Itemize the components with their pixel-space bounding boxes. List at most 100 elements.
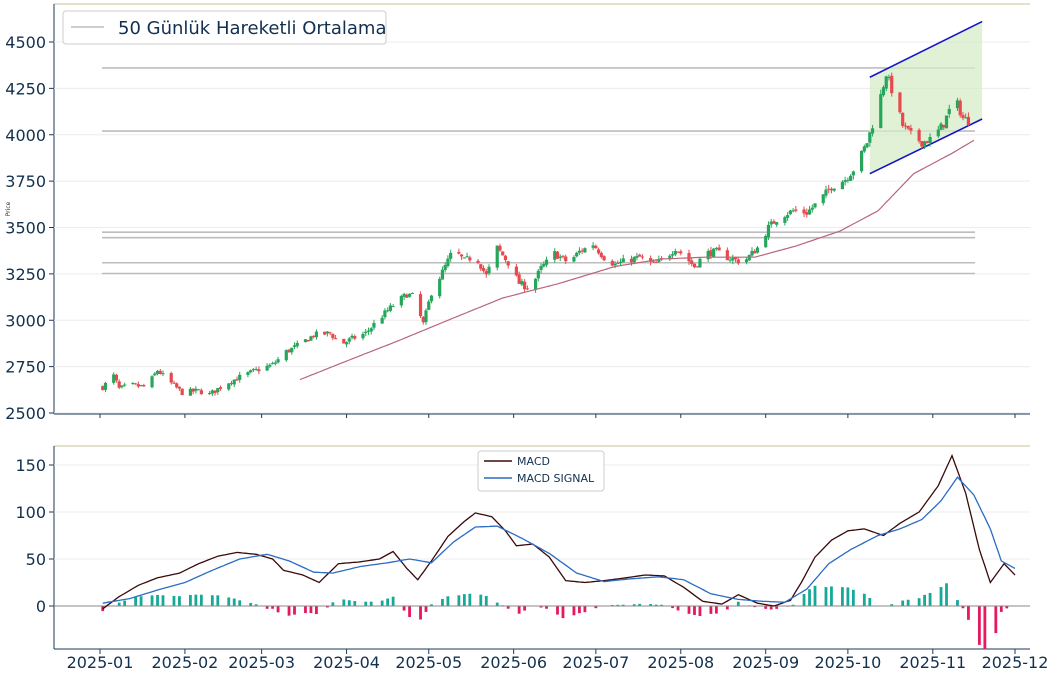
candle-body [572, 257, 576, 262]
candle-body [555, 251, 560, 259]
candle-body [843, 180, 847, 183]
candle-body [961, 114, 965, 118]
candle-body [851, 171, 855, 176]
candle-body [388, 305, 392, 311]
macd-histogram-bar [846, 587, 850, 606]
candle-body [333, 338, 338, 340]
candle-body [199, 390, 203, 395]
macd-histogram-bar [583, 606, 587, 613]
candle-body [101, 386, 105, 390]
macd-histogram-bar [961, 606, 965, 609]
candle-body [476, 260, 480, 264]
macd-histogram-bar [446, 596, 450, 606]
macd-histogram-bar [369, 601, 373, 606]
x-tick-label: 2025-07 [562, 653, 629, 672]
candle-body [457, 251, 461, 254]
macd-histogram-bar [342, 599, 346, 606]
macd-histogram-bar [304, 606, 307, 614]
x-tick-label: 2025-02 [151, 653, 218, 672]
candle-body [290, 347, 294, 353]
candle-body [810, 207, 814, 210]
macd-histogram-bar [654, 604, 658, 606]
macd-histogram-bar [939, 587, 943, 606]
candle-body [366, 330, 371, 332]
candle-body [728, 259, 732, 261]
candle-body [890, 75, 894, 94]
candle-body [928, 136, 932, 143]
candle-body [328, 332, 332, 334]
candle-body [813, 203, 817, 208]
candle-body [353, 336, 357, 339]
candle-body [523, 281, 527, 290]
candle-body [180, 388, 184, 396]
candle-body [936, 129, 940, 137]
candle-body [766, 224, 771, 238]
candle-body [314, 331, 319, 338]
macd-histogram-bar [117, 602, 121, 606]
candle-body [295, 342, 299, 347]
x-tick-label: 2025-10 [814, 653, 881, 672]
macd-histogram-bar [945, 583, 948, 606]
price-y-tick-label: 3250 [5, 265, 46, 284]
price-y-tick-label: 2500 [5, 404, 46, 423]
macd-histogram-bar [419, 606, 422, 620]
x-tick-label: 2025-03 [228, 653, 295, 672]
candle-body [114, 374, 119, 381]
macd-histogram-bar [556, 606, 559, 615]
macd-histogram-bar [293, 606, 296, 615]
candle-body [207, 393, 212, 395]
macd-histogram-bar [462, 594, 466, 606]
candle-body [561, 255, 565, 257]
macd-histogram-bar [967, 606, 970, 620]
candle-body [468, 257, 472, 261]
x-tick-label: 2025-01 [67, 653, 134, 672]
candle-body [364, 331, 368, 334]
candle-body [270, 363, 275, 365]
candle-body [273, 362, 277, 364]
macd-histogram-bar [610, 604, 614, 606]
macd-histogram-bar [353, 601, 357, 606]
candle-body [536, 270, 540, 279]
macd-histogram-bar [123, 600, 127, 606]
candle-body [733, 257, 738, 260]
macd-histogram-bar [271, 606, 274, 609]
candle-body [635, 255, 639, 258]
candle-body [909, 128, 913, 131]
moving-average [299, 139, 975, 381]
candle-body [687, 253, 691, 262]
macd-y-tick-label: 0 [36, 597, 46, 616]
macd-histogram-bar [1005, 606, 1009, 609]
candle-body [216, 388, 220, 393]
candle-body [139, 385, 143, 387]
candle-body [849, 175, 853, 181]
macd-line [102, 453, 1016, 610]
macd-histogram-bar [813, 585, 817, 606]
candle-body [939, 123, 943, 130]
macd-histogram-bar [161, 595, 165, 606]
candle-body [698, 258, 702, 268]
macd-histogram-bar [862, 593, 866, 606]
candle-body [303, 339, 308, 343]
x-tick-label: 2025-08 [647, 653, 714, 672]
candle-body [807, 209, 812, 215]
candle-body [172, 382, 176, 384]
candle-body [424, 310, 428, 323]
candle-body [947, 108, 951, 115]
candle-body [369, 328, 373, 332]
candle-body [268, 364, 272, 367]
candle-body [418, 294, 423, 317]
candle-body [695, 266, 699, 268]
candle-body [575, 252, 579, 257]
candle-body [103, 382, 108, 390]
candle-body [284, 350, 288, 361]
macd-histogram-bar [479, 594, 483, 606]
candle-body [942, 124, 946, 128]
candle-body [599, 252, 603, 257]
candle-body [827, 188, 831, 190]
candle-body [405, 294, 409, 298]
candle-body [481, 268, 486, 271]
candle-body [120, 385, 124, 388]
candle-body [649, 258, 653, 262]
macd-histogram-bar [698, 606, 702, 617]
